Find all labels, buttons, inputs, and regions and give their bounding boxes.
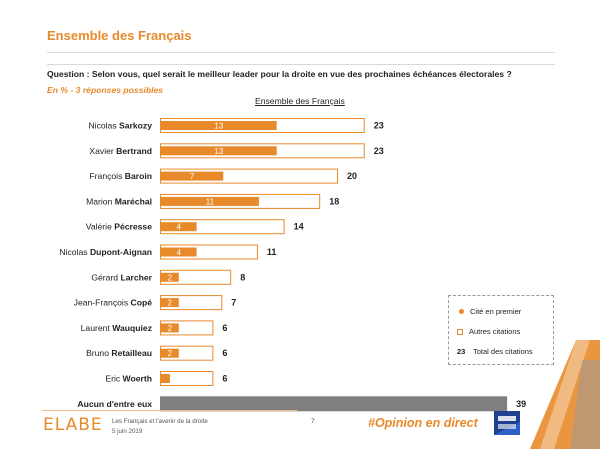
total-value-label: 11 xyxy=(267,247,277,257)
first-citation-label: 2 xyxy=(168,324,173,333)
title-divider xyxy=(47,52,555,53)
total-bar xyxy=(160,371,214,386)
legend-first-swatch xyxy=(459,309,464,314)
total-value-label: 18 xyxy=(329,196,339,206)
first-citation-bar xyxy=(161,348,179,358)
first-citation-label: 4 xyxy=(177,248,182,257)
total-value-label: 6 xyxy=(222,323,227,333)
page-number: 7 xyxy=(311,418,315,425)
first-citation-label: 11 xyxy=(206,197,215,206)
total-bar-none xyxy=(160,396,508,412)
total-value-label: 14 xyxy=(294,222,304,232)
category-label: Marion Maréchal xyxy=(86,196,152,206)
total-value-label: 8 xyxy=(240,272,245,282)
first-citation-label: 2 xyxy=(168,299,173,308)
first-citation-bar xyxy=(161,323,179,333)
total-value-label: 23 xyxy=(374,146,384,156)
legend-others-label: Autres citations xyxy=(469,327,521,336)
category-label: Valérie Pécresse xyxy=(86,222,152,232)
total-value-label: 20 xyxy=(347,171,357,181)
legend-item-first: Cité en premier xyxy=(457,307,521,316)
elabe-logo: ELABE xyxy=(43,415,103,435)
legend-item-total: 23 Total des citations xyxy=(457,347,533,356)
category-label: François Baroin xyxy=(89,171,152,181)
category-label: Xavier Bertrand xyxy=(89,146,152,156)
footer-divider xyxy=(42,410,297,411)
first-citation-bar xyxy=(161,196,259,206)
total-value-label: 6 xyxy=(222,348,227,358)
total-value-label: 39 xyxy=(516,399,526,409)
response-note: En % - 3 réponses possibles xyxy=(47,85,164,95)
category-label: Jean-François Copé xyxy=(74,298,153,308)
first-citation-bar xyxy=(161,374,170,383)
legend-total-label: Total des citations xyxy=(473,347,533,356)
first-citation-label: 2 xyxy=(168,273,173,282)
legend-first-label: Cité en premier xyxy=(470,307,522,316)
corner-accent-shape xyxy=(530,340,600,449)
category-label: Laurent Wauquiez xyxy=(81,323,152,333)
hashtag-label: #Opinion en direct xyxy=(368,416,478,430)
first-citation-label: 13 xyxy=(214,147,223,156)
category-label: Bruno Retailleau xyxy=(86,348,152,358)
category-label: Nicolas Sarkozy xyxy=(88,121,152,131)
first-citation-bar xyxy=(161,247,197,257)
total-value-label: 23 xyxy=(374,121,384,131)
first-citation-bar xyxy=(161,121,277,130)
category-label: Aucun d'entre eux xyxy=(77,399,152,409)
question-divider xyxy=(47,64,555,65)
category-label: Gérard Larcher xyxy=(91,272,152,282)
first-citation-bar xyxy=(161,146,277,156)
question-text: Question : Selon vous, quel serait le me… xyxy=(47,69,512,79)
first-citation-bar xyxy=(161,222,197,232)
legend-total-number: 23 xyxy=(457,347,466,356)
category-label: Eric Woerth xyxy=(105,374,152,384)
first-citation-label: 13 xyxy=(214,122,223,131)
chart-legend: Cité en premier Autres citations 23 Tota… xyxy=(448,295,554,365)
page-title: Ensemble des Français xyxy=(47,28,192,43)
legend-item-others: Autres citations xyxy=(457,327,520,336)
chart-title: Ensemble des Français xyxy=(255,96,345,106)
category-label: Nicolas Dupont-Aignan xyxy=(59,247,152,257)
tv-channel-logo-icon xyxy=(494,411,520,435)
legend-others-swatch xyxy=(457,328,463,335)
first-citation-label: 7 xyxy=(190,172,195,181)
total-value-label: 6 xyxy=(222,374,227,384)
first-citation-label: 2 xyxy=(168,349,173,358)
total-value-label: 7 xyxy=(231,298,236,308)
first-citation-bar xyxy=(161,272,179,282)
study-date: 5 juin 2019 xyxy=(112,428,143,435)
first-citation-bar xyxy=(161,171,224,181)
study-title: Les Français et l'avenir de la droite xyxy=(112,418,208,425)
first-citation-bar xyxy=(161,298,179,308)
first-citation-label: 4 xyxy=(177,223,182,232)
